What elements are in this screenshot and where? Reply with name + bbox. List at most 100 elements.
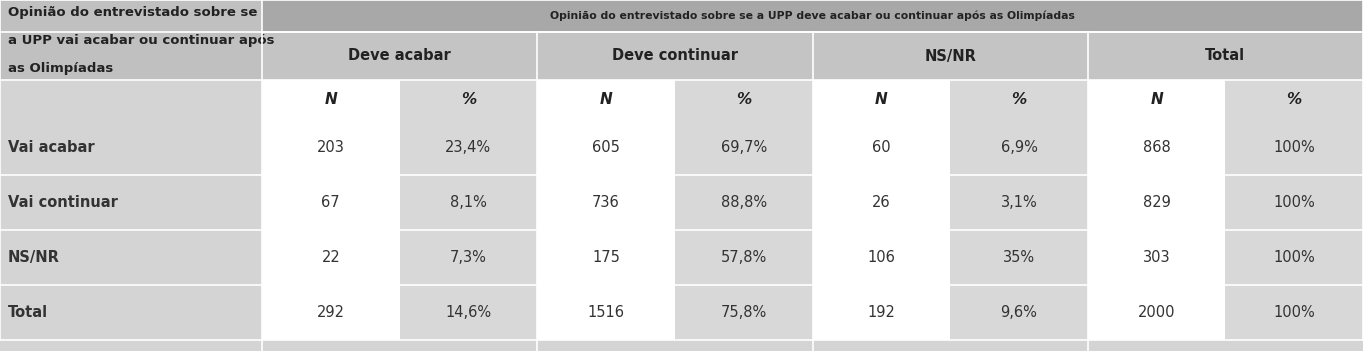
Text: Deve acabar: Deve acabar: [349, 48, 451, 64]
Bar: [399, 120, 537, 175]
Bar: [812, 285, 950, 340]
Bar: [675, 120, 812, 175]
Text: 88,8%: 88,8%: [721, 195, 767, 210]
Text: 303: 303: [1142, 250, 1171, 265]
Bar: [1088, 285, 1225, 340]
Text: 106: 106: [867, 250, 895, 265]
Bar: [537, 80, 675, 120]
Text: Vai continuar: Vai continuar: [8, 195, 117, 210]
Bar: [675, 285, 812, 340]
Text: 7,3%: 7,3%: [450, 250, 487, 265]
Bar: [812, 230, 950, 285]
Bar: [537, 230, 675, 285]
Text: 57,8%: 57,8%: [721, 250, 767, 265]
Bar: [950, 120, 1088, 175]
Bar: [950, 285, 1088, 340]
Text: 175: 175: [592, 250, 620, 265]
Bar: [812, 120, 950, 175]
Bar: [0, 285, 262, 340]
Text: 9,6%: 9,6%: [1000, 305, 1037, 320]
Bar: [262, 230, 399, 285]
Bar: [399, 80, 537, 120]
Bar: [537, 175, 675, 230]
Bar: [537, 285, 675, 340]
Text: 6,9%: 6,9%: [1000, 140, 1037, 155]
Text: 192: 192: [867, 305, 895, 320]
Text: Deve continuar: Deve continuar: [612, 48, 737, 64]
Text: 605: 605: [592, 140, 620, 155]
Text: 868: 868: [1142, 140, 1171, 155]
Text: N: N: [875, 93, 887, 107]
Bar: [950, 230, 1088, 285]
Bar: [675, 175, 812, 230]
Text: 100%: 100%: [1273, 195, 1315, 210]
Text: 60: 60: [872, 140, 890, 155]
Text: Vai acabar: Vai acabar: [8, 140, 94, 155]
Bar: [1225, 230, 1363, 285]
Text: NS/NR: NS/NR: [8, 250, 60, 265]
Bar: [1225, 120, 1363, 175]
Text: 69,7%: 69,7%: [721, 140, 767, 155]
Text: 100%: 100%: [1273, 250, 1315, 265]
Bar: [262, 0, 1363, 32]
Text: 22: 22: [322, 250, 341, 265]
Text: 35%: 35%: [1003, 250, 1035, 265]
Bar: [1088, 80, 1225, 120]
Bar: [1088, 175, 1225, 230]
Text: 67: 67: [322, 195, 341, 210]
Bar: [950, 80, 1088, 120]
Bar: [537, 120, 675, 175]
Bar: [399, 285, 537, 340]
Bar: [399, 175, 537, 230]
Text: %: %: [1287, 93, 1302, 107]
Text: 100%: 100%: [1273, 305, 1315, 320]
Text: 1516: 1516: [587, 305, 624, 320]
Text: 203: 203: [316, 140, 345, 155]
Text: 3,1%: 3,1%: [1000, 195, 1037, 210]
Text: Total: Total: [8, 305, 48, 320]
Text: 23,4%: 23,4%: [446, 140, 492, 155]
Bar: [675, 230, 812, 285]
Bar: [1088, 120, 1225, 175]
Text: as Olimpíadas: as Olimpíadas: [8, 62, 113, 75]
Bar: [399, 230, 537, 285]
Text: Total: Total: [1205, 48, 1246, 64]
Text: 8,1%: 8,1%: [450, 195, 487, 210]
Text: 75,8%: 75,8%: [721, 305, 767, 320]
Bar: [675, 80, 812, 120]
Bar: [1088, 230, 1225, 285]
Bar: [262, 175, 399, 230]
Bar: [0, 230, 262, 285]
Text: a UPP vai acabar ou continuar após: a UPP vai acabar ou continuar após: [8, 34, 274, 47]
Bar: [0, 0, 262, 120]
Text: 736: 736: [592, 195, 620, 210]
Text: N: N: [600, 93, 612, 107]
Bar: [262, 32, 1363, 80]
Text: %: %: [1011, 93, 1026, 107]
Bar: [262, 80, 399, 120]
Text: 14,6%: 14,6%: [446, 305, 492, 320]
Text: %: %: [461, 93, 476, 107]
Bar: [1225, 80, 1363, 120]
Bar: [0, 175, 262, 230]
Text: %: %: [736, 93, 751, 107]
Bar: [812, 80, 950, 120]
Text: NS/NR: NS/NR: [924, 48, 976, 64]
Text: Opinião do entrevistado sobre se: Opinião do entrevistado sobre se: [8, 6, 258, 19]
Text: N: N: [324, 93, 337, 107]
Bar: [0, 120, 262, 175]
Text: 2000: 2000: [1138, 305, 1175, 320]
Text: 829: 829: [1142, 195, 1171, 210]
Bar: [262, 285, 399, 340]
Text: Opinião do entrevistado sobre se a UPP deve acabar ou continuar após as Olimpíad: Opinião do entrevistado sobre se a UPP d…: [551, 11, 1075, 21]
Bar: [950, 175, 1088, 230]
Bar: [1225, 175, 1363, 230]
Bar: [812, 175, 950, 230]
Text: 292: 292: [316, 305, 345, 320]
Bar: [0, 80, 262, 120]
Bar: [262, 120, 399, 175]
Text: 100%: 100%: [1273, 140, 1315, 155]
Bar: [1225, 285, 1363, 340]
Text: N: N: [1150, 93, 1163, 107]
Text: 26: 26: [872, 195, 890, 210]
